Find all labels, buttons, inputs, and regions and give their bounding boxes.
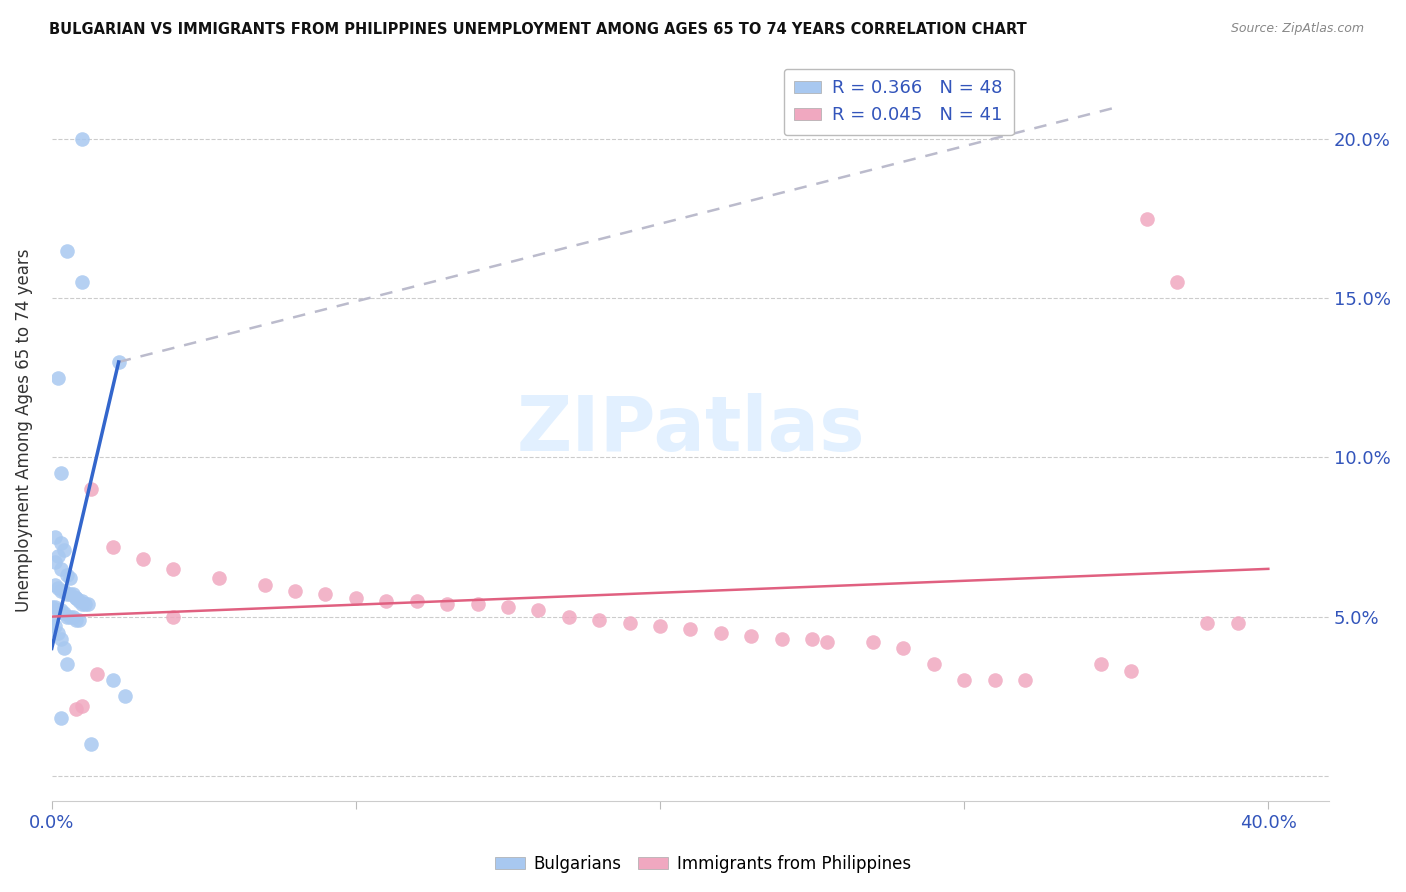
Point	[1197, 615, 1219, 630]
Point	[41, 600, 63, 615]
Point	[70, 132, 93, 146]
Text: ZIPatlas: ZIPatlas	[516, 393, 865, 467]
Point	[101, 540, 124, 554]
Point	[132, 552, 155, 566]
Point	[527, 603, 550, 617]
Point	[67, 593, 90, 607]
Point	[56, 568, 79, 582]
Point	[70, 276, 93, 290]
Point	[1014, 673, 1036, 688]
Point	[558, 609, 581, 624]
Point	[65, 591, 87, 605]
Point	[208, 571, 231, 585]
Point	[65, 613, 87, 627]
Point	[496, 600, 519, 615]
Point	[344, 591, 367, 605]
Point	[59, 571, 82, 585]
Point	[588, 613, 610, 627]
Point	[46, 371, 69, 385]
Point	[1121, 664, 1143, 678]
Point	[52, 584, 75, 599]
Point	[922, 657, 945, 672]
Point	[52, 542, 75, 557]
Point	[619, 615, 641, 630]
Point	[953, 673, 976, 688]
Point	[46, 625, 69, 640]
Point	[44, 600, 66, 615]
Point	[44, 578, 66, 592]
Point	[70, 593, 93, 607]
Point	[59, 609, 82, 624]
Text: Source: ZipAtlas.com: Source: ZipAtlas.com	[1230, 22, 1364, 36]
Point	[75, 597, 97, 611]
Legend: Bulgarians, Immigrants from Philippines: Bulgarians, Immigrants from Philippines	[489, 848, 917, 880]
Point	[44, 530, 66, 544]
Point	[80, 483, 103, 497]
Point	[1090, 657, 1112, 672]
Point	[52, 641, 75, 656]
Point	[1226, 615, 1249, 630]
Point	[46, 603, 69, 617]
Point	[70, 698, 93, 713]
Y-axis label: Unemployment Among Ages 65 to 74 years: Unemployment Among Ages 65 to 74 years	[15, 249, 32, 612]
Text: BULGARIAN VS IMMIGRANTS FROM PHILIPPINES UNEMPLOYMENT AMONG AGES 65 TO 74 YEARS : BULGARIAN VS IMMIGRANTS FROM PHILIPPINES…	[49, 22, 1026, 37]
Point	[56, 587, 79, 601]
Point	[801, 632, 824, 646]
Point	[56, 609, 79, 624]
Point	[467, 597, 489, 611]
Point	[46, 549, 69, 563]
Point	[740, 629, 762, 643]
Point	[253, 578, 276, 592]
Point	[679, 623, 702, 637]
Point	[862, 635, 884, 649]
Point	[983, 673, 1005, 688]
Point	[49, 711, 72, 725]
Point	[162, 609, 184, 624]
Legend: R = 0.366   N = 48, R = 0.045   N = 41: R = 0.366 N = 48, R = 0.045 N = 41	[783, 69, 1014, 136]
Point	[62, 587, 84, 601]
Point	[62, 609, 84, 624]
Point	[107, 355, 129, 369]
Point	[86, 666, 108, 681]
Point	[1136, 211, 1159, 226]
Point	[49, 562, 72, 576]
Point	[314, 587, 336, 601]
Point	[101, 673, 124, 688]
Point	[891, 641, 914, 656]
Point	[710, 625, 733, 640]
Point	[77, 597, 100, 611]
Point	[436, 597, 458, 611]
Point	[49, 632, 72, 646]
Point	[49, 536, 72, 550]
Point	[648, 619, 671, 633]
Point	[44, 556, 66, 570]
Point	[49, 584, 72, 599]
Point	[46, 581, 69, 595]
Point	[375, 593, 398, 607]
Point	[284, 584, 307, 599]
Point	[49, 467, 72, 481]
Point	[67, 613, 90, 627]
Point	[52, 607, 75, 621]
Point	[770, 632, 793, 646]
Point	[405, 593, 427, 607]
Point	[44, 619, 66, 633]
Point	[56, 657, 79, 672]
Point	[49, 603, 72, 617]
Point	[59, 587, 82, 601]
Point	[56, 244, 79, 258]
Point	[65, 702, 87, 716]
Point	[80, 737, 103, 751]
Point	[70, 597, 93, 611]
Point	[1166, 276, 1188, 290]
Point	[65, 591, 87, 605]
Point	[114, 689, 136, 703]
Point	[162, 562, 184, 576]
Point	[41, 615, 63, 630]
Point	[815, 635, 838, 649]
